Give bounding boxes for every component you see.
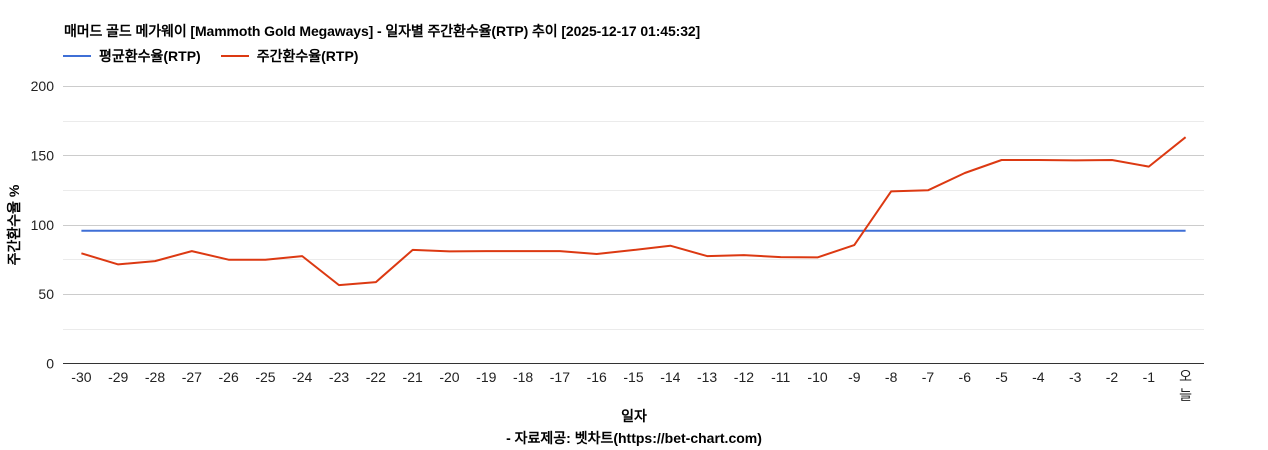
- data-source-credit: - 자료제공: 벳차트(https://bet-chart.com): [506, 430, 762, 446]
- legend-item-weekly-rtp[interactable]: 주간환수율(RTP): [220, 46, 359, 66]
- x-tick-label: -13: [697, 369, 717, 385]
- legend-swatch-red-icon: [220, 55, 249, 57]
- x-tick-label: -20: [439, 369, 459, 385]
- legend-label: 평균환수율(RTP): [99, 48, 201, 64]
- x-tick-label: -6: [959, 369, 972, 385]
- legend-item-average-rtp[interactable]: 평균환수율(RTP): [63, 46, 201, 66]
- x-tick-label: -7: [922, 369, 935, 385]
- x-tick-label: -4: [1032, 369, 1045, 385]
- x-tick-label: -19: [476, 369, 496, 385]
- x-tick-label: -29: [108, 369, 128, 385]
- x-tick-label: -12: [734, 369, 754, 385]
- x-axis-ticks: -30 -29 -28 -27 -26 -25 -24 -23 -22 -21 -20 -19 -18 -…: [71, 368, 1192, 403]
- y-tick-label: 0: [46, 356, 54, 372]
- x-axis-title: 일자: [621, 408, 647, 424]
- x-tick-label: -3: [1069, 369, 1082, 385]
- x-tick-label: -5: [995, 369, 1008, 385]
- x-tick-label: -2: [1106, 369, 1119, 385]
- x-tick-label: 늘: [1179, 387, 1192, 403]
- weekly-rtp-line[interactable]: [81, 136, 1187, 287]
- x-tick-label: -22: [366, 369, 386, 385]
- x-tick-label: -15: [623, 369, 643, 385]
- y-tick-label: 200: [31, 78, 55, 94]
- y-tick-label: 50: [38, 286, 54, 302]
- x-tick-label: -24: [292, 369, 312, 385]
- x-tick-label: -8: [885, 369, 898, 385]
- y-axis-ticks: 0 50 100 150 200: [31, 78, 55, 372]
- x-tick-label: -17: [550, 369, 570, 385]
- x-tick-label: -18: [513, 369, 533, 385]
- legend-label: 주간환수율(RTP): [256, 48, 359, 64]
- data-series: [81, 136, 1187, 287]
- y-tick-label: 150: [31, 147, 55, 163]
- y-tick-label: 100: [31, 217, 55, 233]
- gridlines: [63, 86, 1204, 330]
- x-tick-label: -25: [255, 369, 275, 385]
- legend-swatch-blue-icon: [63, 55, 91, 57]
- x-tick-label: -27: [182, 369, 202, 385]
- x-tick-label: -30: [71, 369, 91, 385]
- x-tick-label: 오: [1179, 368, 1192, 384]
- x-tick-label: -26: [219, 369, 239, 385]
- x-tick-label: -10: [807, 369, 827, 385]
- chart-title: 매머드 골드 메가웨이 [Mammoth Gold Megaways] - 일자…: [64, 23, 701, 39]
- x-tick-label: -28: [145, 369, 165, 385]
- x-tick-label: -21: [403, 369, 423, 385]
- x-tick-label: -11: [771, 369, 790, 385]
- y-axis-title: 주간환수율 %: [6, 184, 22, 265]
- x-tick-label: -9: [848, 369, 861, 385]
- chart-legend: 평균환수율(RTP) 주간환수율(RTP): [63, 46, 378, 66]
- x-tick-label: -1: [1143, 369, 1156, 385]
- x-tick-label: -16: [587, 369, 607, 385]
- x-tick-label: -23: [329, 369, 349, 385]
- x-tick-label: -14: [660, 369, 680, 385]
